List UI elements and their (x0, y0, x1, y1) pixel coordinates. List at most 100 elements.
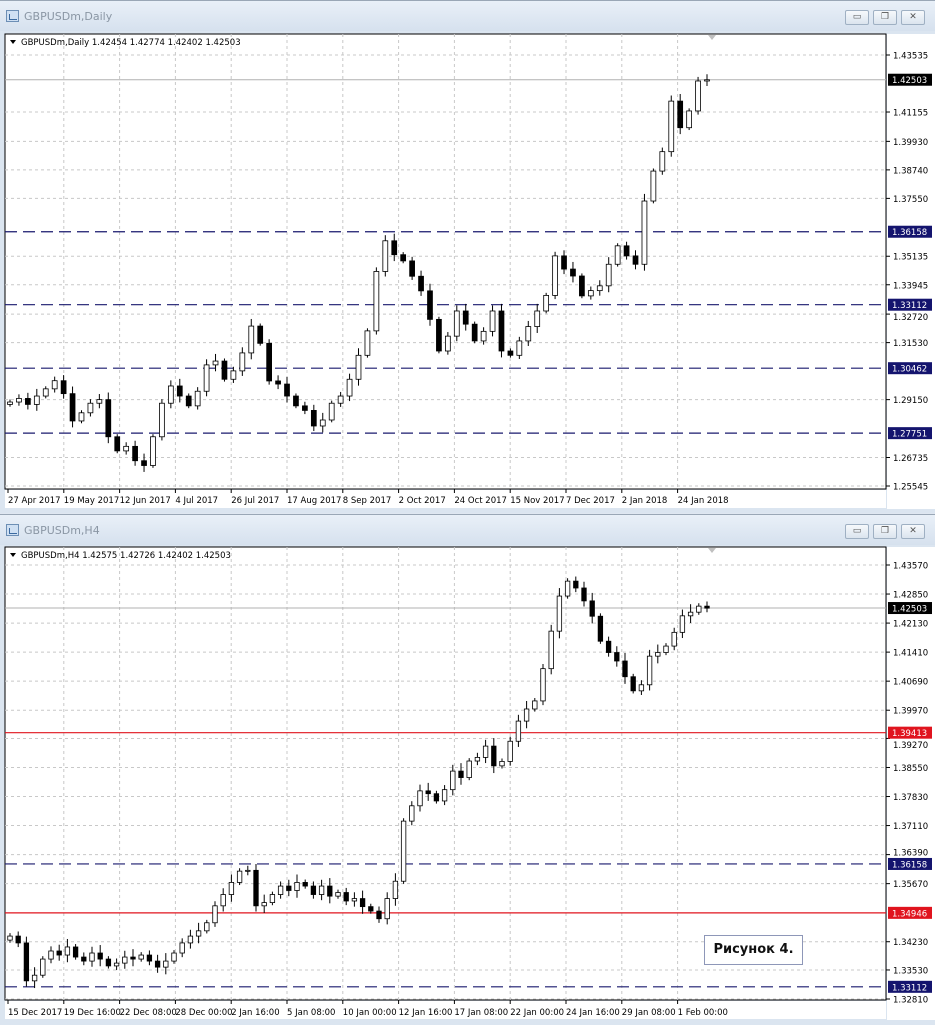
level-price-label: 1.33112 (892, 983, 927, 993)
bull-candle-body (42, 388, 49, 397)
candle (587, 286, 594, 300)
x-tick-label: 17 Aug 2017 (287, 496, 341, 506)
bull-candle-body (33, 395, 40, 405)
y-tick-label: 1.37830 (893, 793, 928, 803)
title-bar[interactable]: GBPUSDm,Daily ▭ ❐ ✕ (0, 1, 935, 31)
y-tick-label: 1.38740 (893, 166, 928, 176)
bull-candle-body (203, 364, 210, 392)
candle (507, 736, 513, 766)
minimize-button[interactable]: ▭ (845, 524, 869, 539)
candle (491, 738, 497, 774)
close-button[interactable]: ✕ (901, 10, 925, 25)
bear-candle-body (573, 580, 579, 589)
candle (499, 758, 505, 769)
minimize-button[interactable]: ▭ (845, 10, 869, 25)
candle (677, 94, 684, 135)
candle (650, 168, 657, 204)
restore-button[interactable]: ❐ (873, 10, 897, 25)
bull-candle-body (687, 611, 694, 617)
bull-candle-body (696, 605, 702, 613)
candle (257, 323, 264, 346)
x-tick-label: 12 Jan 16:00 (399, 1008, 453, 1018)
candle (31, 967, 38, 989)
bear-candle-body (105, 958, 112, 967)
bull-candle-body (587, 290, 594, 297)
bear-candle-body (15, 935, 21, 944)
bear-candle-body (253, 869, 259, 907)
candle (337, 391, 344, 407)
bull-candle-body (384, 898, 390, 920)
x-tick-label: 12 Jun 2017 (120, 496, 171, 506)
candle (150, 434, 156, 468)
bear-candle-body (72, 946, 79, 958)
candle (51, 376, 58, 393)
candle (573, 576, 579, 593)
y-tick-label: 1.25545 (893, 483, 928, 493)
close-button[interactable]: ✕ (901, 524, 925, 539)
candle (23, 936, 30, 987)
bear-candle-body (310, 885, 317, 895)
candle (391, 233, 398, 262)
current-price-label-bg (888, 73, 932, 86)
bull-candle-body (7, 401, 13, 405)
bear-candle-body (409, 260, 415, 277)
bull-candle-body (248, 325, 255, 354)
candle (453, 305, 460, 342)
h4-candlestick-chart[interactable]: 1.43570 1.42850 1.42130 1.41410 1.40690 1.399… (0, 515, 935, 1025)
y-tick-label: 1.43570 (893, 562, 928, 572)
candle (400, 252, 407, 264)
bull-candle-body (220, 894, 226, 907)
y-tick-label: 1.26735 (893, 454, 928, 464)
candle (373, 267, 380, 335)
x-tick-label: 19 May 2017 (64, 496, 119, 506)
candle (359, 890, 366, 914)
candle (159, 399, 165, 441)
chart-window-icon (6, 524, 19, 536)
x-tick-label: 15 Nov 2017 (510, 496, 564, 506)
bull-candle-body (89, 952, 95, 962)
bear-candle-body (400, 254, 407, 262)
bull-candle-body (277, 885, 284, 895)
candle (277, 881, 284, 899)
restore-button[interactable]: ❐ (873, 524, 897, 539)
y-tick-label: 1.42850 (893, 591, 928, 601)
bull-candle-body (351, 898, 358, 902)
bear-candle-body (343, 892, 349, 902)
candle (122, 950, 128, 969)
candle (154, 954, 161, 973)
y-tick-label: 1.42130 (893, 620, 928, 630)
candle (248, 318, 255, 360)
bull-candle-body (261, 902, 267, 907)
candle (302, 401, 308, 415)
bear-candle-body (632, 255, 639, 265)
daily-candlestick-chart[interactable]: 1.43535 1.41155 1.39930 1.38740 1.37550 1.351… (0, 1, 935, 513)
candle (687, 604, 694, 624)
bull-candle-body (605, 263, 612, 287)
y-tick-label: 1.39930 (893, 138, 928, 148)
candle (597, 613, 604, 644)
candle (474, 752, 481, 766)
title-bar[interactable]: GBPUSDm,H4 ▭ ❐ ✕ (0, 515, 935, 545)
candle (534, 303, 541, 333)
bull-candle-body (686, 110, 692, 129)
candle (319, 412, 326, 433)
bear-candle-body (176, 385, 183, 397)
candle (409, 801, 415, 826)
candle (355, 348, 362, 386)
chart-header-ohlc: GBPUSDm,Daily 1.42454 1.42774 1.42402 1.… (21, 38, 241, 48)
bear-candle-body (185, 395, 192, 407)
bull-candle-body (113, 962, 120, 967)
bull-candle-body (78, 412, 85, 422)
candle (266, 339, 272, 385)
current-price-label: 1.42503 (892, 605, 927, 615)
x-tick-label: 26 Jul 2017 (231, 496, 279, 506)
bull-candle-body (650, 170, 657, 202)
candle (185, 393, 192, 409)
candle (239, 347, 246, 376)
bull-candle-body (195, 930, 202, 937)
candle (564, 578, 571, 599)
candle (646, 649, 653, 691)
candle (60, 375, 67, 399)
candle (171, 950, 177, 964)
bull-candle-body (392, 880, 399, 899)
